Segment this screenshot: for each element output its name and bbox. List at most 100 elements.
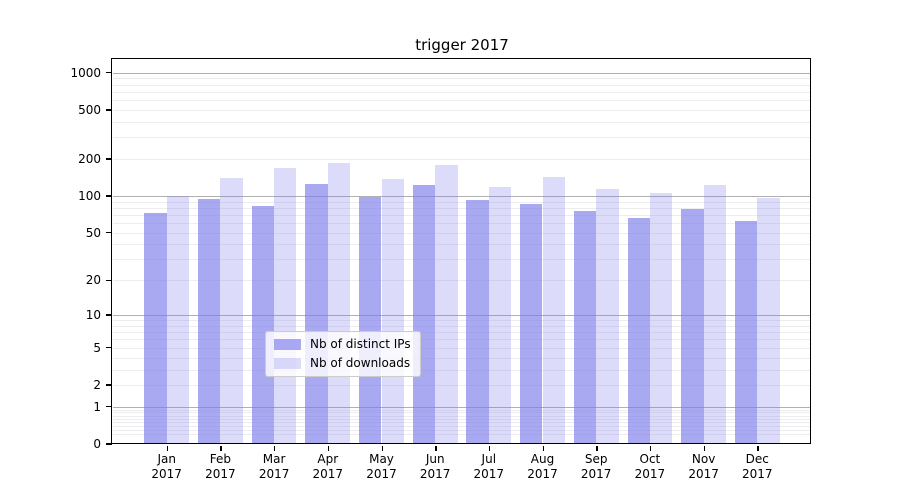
y-tick-label: 50 [85, 225, 101, 240]
minor-gridline [113, 325, 811, 327]
plot-area [113, 60, 811, 444]
x-tick-mark [488, 445, 491, 451]
minor-gridline [113, 84, 811, 86]
y-tick-mark [106, 72, 112, 74]
bar-downloads-jul [488, 186, 512, 444]
minor-gridline [113, 91, 811, 93]
minor-gridline [113, 159, 811, 160]
minor-gridline [113, 201, 811, 203]
y-tick-label: 100 [78, 188, 101, 203]
y-tick-mark [106, 109, 112, 111]
legend-swatch-distinct-ips [274, 338, 301, 350]
x-tick-mark [166, 445, 169, 451]
y-tick-label: 5 [93, 340, 101, 355]
x-tick-label: Aug 2017 [527, 452, 558, 481]
major-gridline [113, 195, 811, 197]
bar-downloads-aug [542, 177, 565, 444]
bar-distinct-ips-sep [573, 210, 597, 444]
minor-gridline [113, 78, 811, 80]
y-tick-label: 500 [78, 102, 101, 117]
minor-gridline [113, 412, 811, 414]
bar-distinct-ips-jan [144, 213, 167, 444]
x-tick-mark [435, 445, 437, 451]
bar-distinct-ips-nov [681, 208, 704, 444]
x-tick-mark [274, 445, 276, 451]
minor-gridline [113, 339, 811, 341]
bar-distinct-ips-may [359, 196, 382, 444]
minor-gridline [113, 332, 811, 334]
bar-downloads-sep [596, 189, 619, 444]
legend-item-downloads: Nb of downloads [274, 356, 411, 370]
x-tick-label: Jul 2017 [473, 452, 505, 481]
minor-gridline [113, 418, 811, 420]
x-tick-label: Dec 2017 [742, 452, 773, 481]
bar-distinct-ips-feb [198, 198, 221, 444]
x-tick-mark [703, 445, 705, 451]
y-tick-label: 0 [93, 437, 101, 451]
minor-gridline [113, 207, 811, 209]
bar-downloads-nov [703, 184, 726, 444]
legend-label-downloads: Nb of downloads [310, 356, 411, 370]
bar-distinct-ips-jul [466, 200, 489, 444]
legend-swatch-downloads [274, 357, 301, 369]
bar-downloads-may [381, 179, 404, 444]
minor-gridline [113, 100, 811, 102]
x-tick-label: Nov 2017 [688, 452, 719, 481]
y-tick-label: 1000 [70, 65, 101, 80]
bar-distinct-ips-aug [520, 204, 543, 444]
bar-downloads-dec [757, 198, 780, 444]
legend: Nb of distinct IPs Nb of downloads [265, 331, 421, 377]
y-tick-label: 1 [93, 399, 101, 414]
y-tick-label: 10 [85, 308, 101, 323]
bar-downloads-mar [274, 168, 297, 444]
major-gridline [113, 72, 811, 74]
y-tick-label: 200 [78, 152, 101, 166]
minor-gridline [113, 244, 811, 246]
major-gridline [113, 406, 811, 408]
y-tick-mark [106, 279, 112, 282]
bar-distinct-ips-oct [627, 218, 650, 444]
y-tick-mark [106, 195, 112, 197]
bar-distinct-ips-apr [305, 184, 328, 444]
minor-gridline [113, 409, 811, 411]
minor-gridline [113, 415, 811, 417]
chart-title: trigger 2017 [415, 36, 509, 54]
y-tick-mark [106, 406, 112, 408]
minor-gridline [113, 232, 811, 234]
minor-gridline [113, 385, 811, 386]
minor-gridline [113, 422, 811, 424]
x-tick-label: Jun 2017 [419, 452, 451, 481]
minor-gridline [113, 214, 811, 216]
y-tick-label: 2 [93, 378, 101, 392]
bar-downloads-jan [166, 195, 190, 444]
bar-distinct-ips-mar [251, 205, 275, 444]
minor-gridline [113, 259, 811, 261]
bar-downloads-jun [435, 165, 458, 444]
minor-gridline [113, 425, 811, 427]
minor-gridline [113, 223, 811, 224]
x-tick-label: Sep 2017 [580, 452, 612, 481]
y-tick-label: 20 [85, 273, 101, 288]
minor-gridline [113, 280, 811, 282]
x-tick-mark [220, 445, 222, 451]
y-tick-mark [106, 314, 112, 316]
x-tick-label: Mar 2017 [258, 452, 290, 481]
x-tick-label: Feb 2017 [205, 452, 236, 481]
y-tick-mark [106, 347, 112, 349]
bar-downloads-feb [220, 177, 243, 444]
legend-label-distinct-ips: Nb of distinct IPs [310, 337, 411, 351]
legend-item-distinct-ips: Nb of distinct IPs [274, 337, 411, 351]
bar-distinct-ips-jun [412, 184, 436, 444]
minor-gridline [113, 434, 811, 436]
bar-downloads-oct [649, 192, 673, 444]
minor-gridline [113, 369, 811, 371]
minor-gridline [113, 137, 811, 139]
minor-gridline [113, 357, 811, 359]
y-tick-mark [106, 158, 112, 160]
y-tick-mark [106, 443, 112, 445]
y-tick-mark [106, 384, 112, 386]
x-tick-label: Apr 2017 [312, 452, 344, 481]
x-tick-mark [596, 445, 598, 451]
x-tick-mark [757, 445, 759, 451]
